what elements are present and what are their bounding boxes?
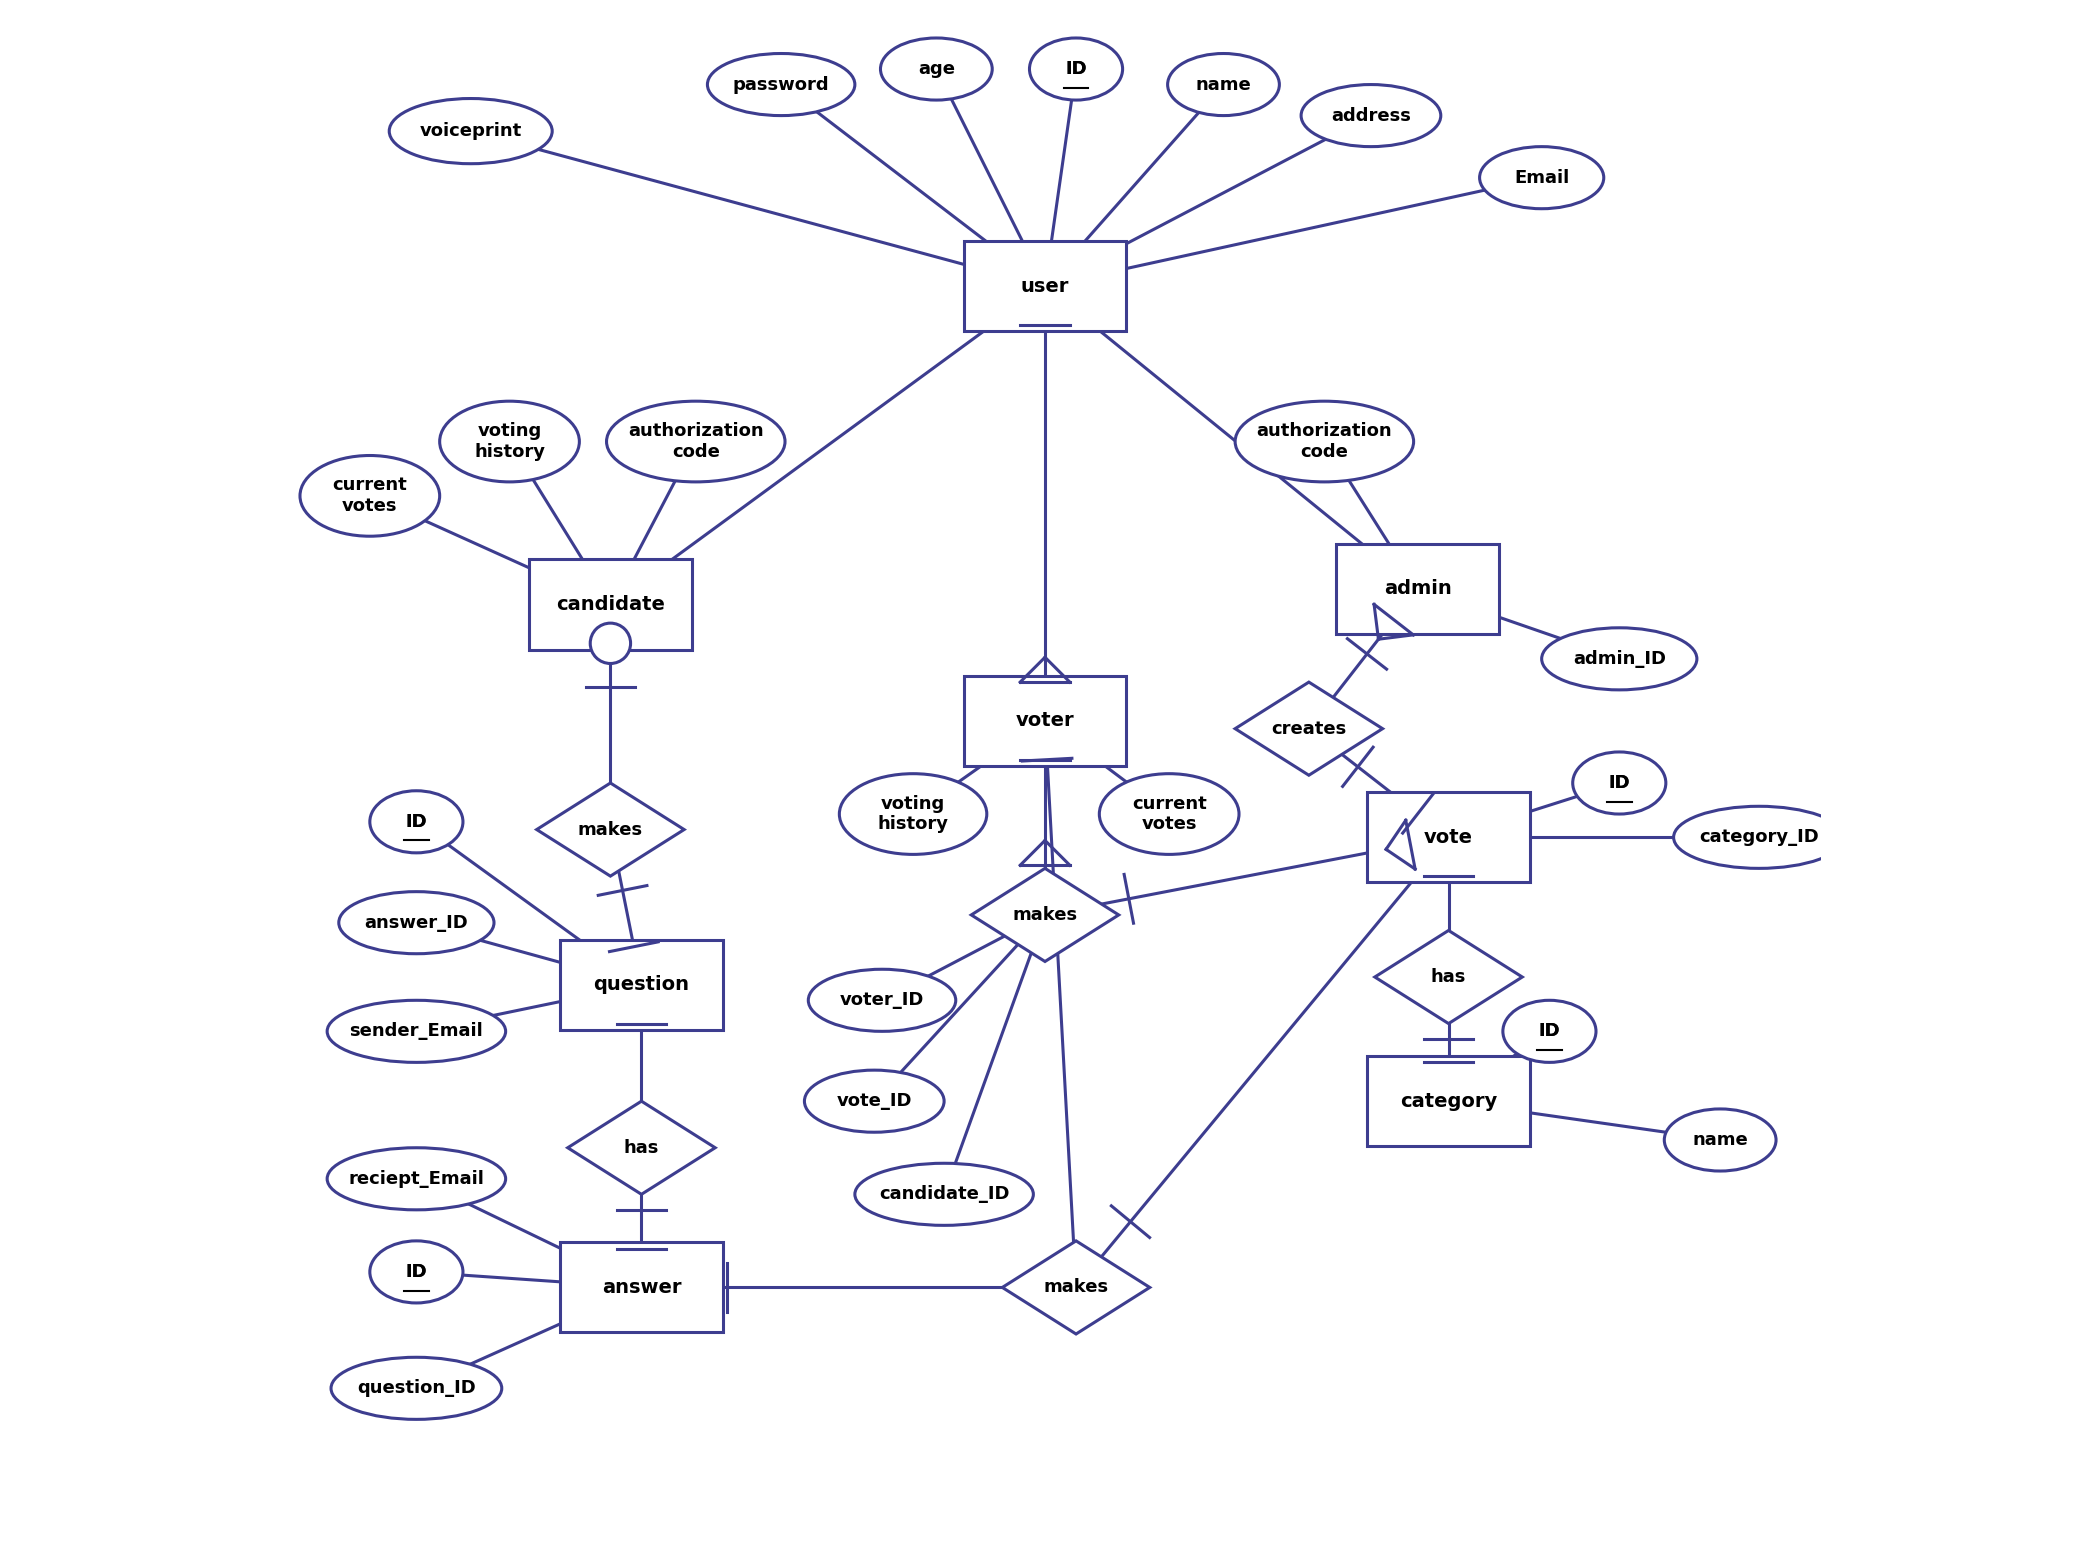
Ellipse shape (301, 456, 439, 536)
Text: password: password (734, 75, 830, 94)
Ellipse shape (1572, 752, 1666, 814)
Ellipse shape (880, 38, 993, 100)
Text: sender_Email: sender_Email (349, 1023, 483, 1040)
Text: authorization
code: authorization code (627, 423, 763, 460)
Text: voiceprint: voiceprint (420, 122, 522, 139)
Text: ID: ID (1538, 1023, 1561, 1040)
Ellipse shape (1664, 1109, 1776, 1171)
Ellipse shape (1674, 806, 1843, 869)
Text: voter: voter (1016, 711, 1074, 730)
Polygon shape (972, 869, 1118, 962)
Bar (1336, 543, 1499, 634)
Text: ID: ID (405, 813, 426, 832)
Polygon shape (1235, 683, 1384, 775)
Polygon shape (568, 1101, 715, 1195)
Text: question_ID: question_ID (357, 1380, 477, 1397)
Text: ID: ID (405, 1262, 426, 1281)
Text: makes: makes (577, 821, 644, 838)
Text: voter_ID: voter_ID (840, 991, 924, 1010)
Bar (529, 559, 692, 650)
Text: name: name (1693, 1131, 1747, 1149)
Text: answer: answer (602, 1278, 681, 1297)
Ellipse shape (1302, 85, 1440, 147)
Text: ID: ID (1609, 774, 1630, 792)
Text: name: name (1195, 75, 1252, 94)
Ellipse shape (1542, 628, 1697, 691)
Ellipse shape (855, 1164, 1032, 1225)
Text: vote: vote (1423, 828, 1473, 847)
Bar (1367, 1055, 1530, 1146)
Bar (560, 940, 723, 1030)
Text: makes: makes (1012, 905, 1078, 924)
Text: current
votes: current votes (332, 476, 408, 515)
Text: vote_ID: vote_ID (836, 1092, 911, 1110)
Text: authorization
code: authorization code (1256, 423, 1392, 460)
Bar (1367, 792, 1530, 882)
Ellipse shape (370, 1240, 464, 1303)
Ellipse shape (389, 99, 552, 164)
Text: voting
history: voting history (878, 794, 949, 833)
Text: age: age (918, 60, 955, 78)
Ellipse shape (1480, 147, 1603, 208)
Text: has: has (623, 1138, 658, 1157)
Text: admin_ID: admin_ID (1574, 650, 1666, 667)
Text: has: has (1432, 968, 1467, 987)
Ellipse shape (840, 774, 986, 855)
Text: ID: ID (405, 813, 426, 832)
Ellipse shape (805, 1070, 945, 1132)
Ellipse shape (330, 1358, 502, 1419)
Text: ID: ID (405, 1262, 426, 1281)
Polygon shape (1003, 1240, 1150, 1334)
Text: candidate: candidate (556, 595, 665, 614)
Text: ID: ID (1066, 60, 1087, 78)
Ellipse shape (439, 401, 579, 482)
Text: reciept_Email: reciept_Email (349, 1170, 485, 1187)
Text: user: user (1020, 277, 1070, 296)
Text: voting
history: voting history (474, 423, 545, 460)
Text: current
votes: current votes (1133, 794, 1206, 833)
Polygon shape (537, 783, 683, 875)
Polygon shape (1375, 930, 1522, 1024)
Circle shape (589, 623, 631, 664)
Ellipse shape (339, 891, 493, 954)
Text: candidate_ID: candidate_ID (880, 1185, 1009, 1203)
Text: question: question (594, 976, 690, 994)
Text: ID: ID (1066, 60, 1087, 78)
Text: category_ID: category_ID (1699, 828, 1818, 846)
Ellipse shape (706, 53, 855, 116)
Ellipse shape (1235, 401, 1413, 482)
Bar (963, 241, 1127, 332)
Ellipse shape (1503, 1001, 1597, 1062)
Ellipse shape (1099, 774, 1239, 855)
Text: Email: Email (1513, 169, 1570, 186)
Bar (560, 1242, 723, 1333)
Text: answer_ID: answer_ID (364, 913, 468, 932)
Text: address: address (1331, 106, 1411, 125)
Bar (963, 677, 1127, 766)
Text: admin: admin (1384, 579, 1450, 598)
Ellipse shape (328, 1148, 506, 1211)
Ellipse shape (809, 969, 955, 1032)
Text: ID: ID (1538, 1023, 1561, 1040)
Ellipse shape (606, 401, 786, 482)
Text: creates: creates (1271, 720, 1346, 738)
Ellipse shape (1030, 38, 1122, 100)
Text: makes: makes (1043, 1278, 1108, 1297)
Text: ID: ID (1609, 774, 1630, 792)
Ellipse shape (370, 791, 464, 853)
Text: category: category (1400, 1092, 1496, 1110)
Ellipse shape (328, 1001, 506, 1062)
Ellipse shape (1168, 53, 1279, 116)
